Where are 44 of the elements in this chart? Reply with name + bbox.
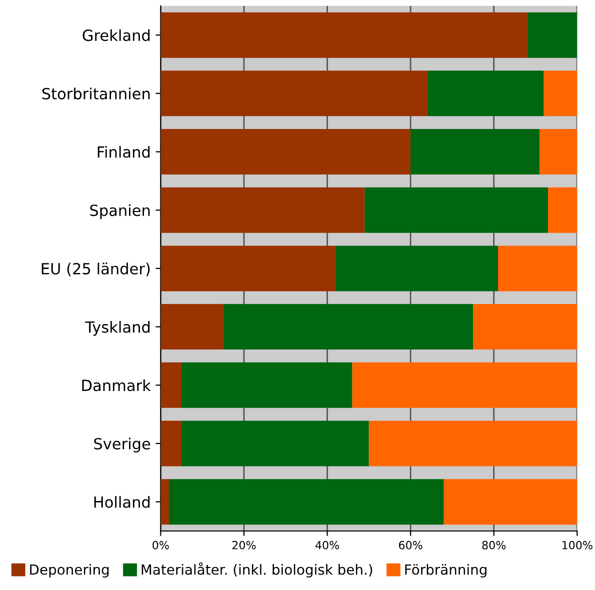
y-tick-label: Finland — [98, 146, 150, 158]
bar — [498, 246, 578, 292]
y-tick-label: Holland — [94, 496, 150, 508]
bar — [160, 129, 411, 175]
x-tick-label: 100% — [562, 540, 592, 550]
legend-label: Materialåter. (inkl. biologisk beh.) — [142, 562, 372, 578]
legend-label: Förbränning — [405, 564, 486, 578]
bar — [181, 420, 369, 466]
x-tick-label: 20% — [232, 540, 256, 550]
y-tick-label: Grekland — [82, 29, 150, 42]
y-tick-label: EU (25 länder) — [42, 262, 150, 276]
bar — [160, 304, 224, 350]
bar — [473, 304, 578, 350]
legend-label: Deponering — [30, 564, 109, 578]
bar — [352, 362, 578, 408]
bar — [427, 70, 544, 116]
x-tick-label: 80% — [482, 540, 506, 550]
y-tick-label: Tyskland — [85, 320, 150, 336]
bar — [544, 70, 578, 116]
y-tick-label: Danmark — [82, 379, 151, 392]
bar — [160, 12, 528, 58]
bar — [160, 70, 428, 116]
bar — [168, 479, 444, 525]
bar — [364, 187, 548, 233]
x-tick-label: 0% — [152, 540, 169, 550]
bar — [540, 129, 578, 175]
bar — [160, 246, 336, 292]
y-tick-label: Storbritannien — [42, 88, 150, 100]
bar — [160, 420, 182, 466]
x-tick-label: 40% — [315, 540, 339, 550]
y-tick-label: Spanien — [90, 204, 150, 220]
bar — [444, 479, 578, 525]
bar — [548, 187, 578, 233]
bar — [160, 187, 365, 233]
y-tick-label: Sverige — [94, 438, 150, 452]
x-tick-label: 60% — [398, 540, 422, 550]
bar — [223, 304, 474, 350]
bar — [160, 362, 182, 408]
bar — [368, 420, 578, 466]
bar — [410, 129, 540, 175]
bar — [336, 246, 498, 292]
bar — [181, 362, 352, 408]
bar — [527, 12, 578, 58]
bar — [160, 479, 169, 525]
